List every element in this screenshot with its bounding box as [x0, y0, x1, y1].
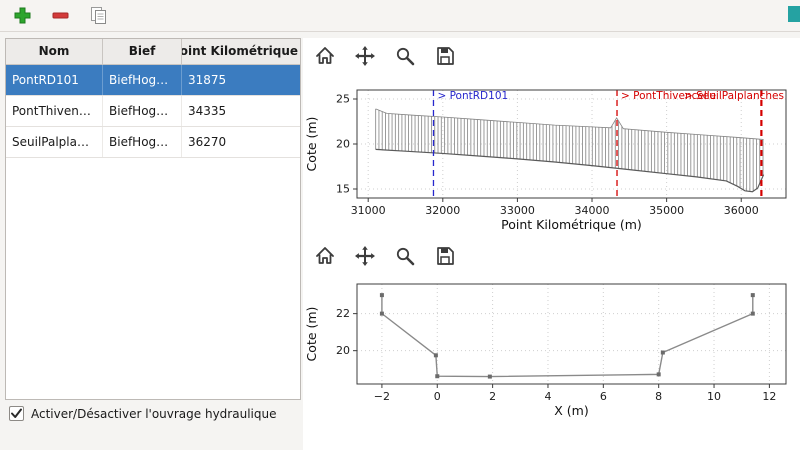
svg-text:> SeuilPalplanches: > SeuilPalplanches: [684, 90, 784, 102]
activate-structure-checkbox[interactable]: [9, 406, 24, 421]
check-mark-icon: [11, 408, 22, 418]
remove-icon: [52, 12, 68, 19]
cross-section-chart-toolbar: [313, 244, 457, 268]
svg-text:> PontRD101: > PontRD101: [437, 90, 508, 102]
table-body: PontRD101 BiefHogneau 31875 PontThivencelle…: [6, 65, 300, 158]
svg-text:8: 8: [655, 390, 662, 403]
cell-pk: 36270: [188, 135, 227, 149]
save-button[interactable]: [433, 44, 457, 68]
profile-chart-toolbar: [313, 44, 457, 68]
table-row[interactable]: PontThivencelle BiefHogneau 34335: [6, 96, 300, 127]
cross-section-chart[interactable]: −2 0 2 4 6 8 10 12 20 22 X (m) Cote (m): [303, 278, 800, 448]
svg-text:31000: 31000: [351, 204, 386, 217]
svg-text:4: 4: [544, 390, 551, 403]
cell-pk: 31875: [188, 73, 227, 87]
svg-text:12: 12: [762, 390, 776, 403]
column-header-nom[interactable]: Nom: [6, 39, 103, 64]
svg-text:25: 25: [336, 93, 350, 106]
main-toolbar: [0, 0, 800, 32]
svg-text:0: 0: [434, 390, 441, 403]
pan-icon: [355, 46, 375, 66]
svg-text:6: 6: [600, 390, 607, 403]
svg-text:Point Kilométrique (m): Point Kilométrique (m): [501, 217, 642, 232]
save-icon: [437, 47, 454, 65]
copy-button[interactable]: [86, 4, 110, 28]
svg-text:32000: 32000: [425, 204, 460, 217]
svg-text:20: 20: [336, 344, 350, 357]
home-button[interactable]: [313, 44, 337, 68]
pan-icon: [355, 246, 375, 266]
checkbox-label: Activer/Désactiver l'ouvrage hydraulique: [31, 406, 277, 421]
svg-text:34000: 34000: [575, 204, 610, 217]
copy-icon: [90, 7, 106, 24]
table-row[interactable]: SeuilPalplanches BiefHogneau 36270: [6, 127, 300, 158]
column-header-bief[interactable]: Bief: [103, 39, 182, 64]
cell-bief: BiefHogneau: [103, 127, 182, 157]
column-header-pk[interactable]: Point Kilométrique: [182, 44, 298, 58]
window-accent-top-right: [788, 6, 800, 22]
cell-nom: SeuilPalplanches: [6, 127, 103, 157]
table-row[interactable]: PontRD101 BiefHogneau 31875: [6, 65, 300, 96]
svg-text:22: 22: [336, 307, 350, 320]
charts-panel: > PontRD101 > PontThivencelle > SeuilPalpl…: [303, 38, 800, 450]
svg-text:Cote (m): Cote (m): [304, 307, 319, 362]
home-icon: [316, 247, 334, 264]
cell-nom: PontThivencelle: [6, 96, 103, 126]
add-icon: [14, 7, 30, 24]
zoom-button[interactable]: [393, 244, 417, 268]
home-icon: [316, 47, 334, 64]
pan-button[interactable]: [353, 244, 377, 268]
cell-nom: PontRD101: [6, 65, 103, 95]
table-header: Nom Bief Point Kilométrique: [6, 39, 300, 65]
svg-text:> PontThivencelle: > PontThivencelle: [621, 90, 716, 102]
svg-text:33000: 33000: [500, 204, 535, 217]
svg-text:15: 15: [336, 183, 350, 196]
home-button[interactable]: [313, 244, 337, 268]
zoom-icon: [396, 47, 415, 66]
cell-bief: BiefHogneau: [103, 96, 182, 126]
svg-text:36000: 36000: [724, 204, 759, 217]
structures-table: Nom Bief Point Kilométrique PontRD101 Bie…: [5, 38, 301, 400]
zoom-icon: [396, 247, 415, 266]
svg-text:X (m): X (m): [554, 403, 588, 418]
svg-text:2: 2: [489, 390, 496, 403]
svg-text:35000: 35000: [649, 204, 684, 217]
svg-text:Cote (m): Cote (m): [304, 117, 319, 172]
cell-bief: BiefHogneau: [103, 65, 182, 95]
add-button[interactable]: [10, 4, 34, 28]
profile-chart[interactable]: > PontRD101 > PontThivencelle> SeuilPalpl…: [303, 72, 800, 242]
save-button[interactable]: [433, 244, 457, 268]
zoom-button[interactable]: [393, 44, 417, 68]
svg-text:20: 20: [336, 138, 350, 151]
svg-text:−2: −2: [374, 390, 390, 403]
cell-pk: 34335: [188, 104, 227, 118]
save-icon: [437, 247, 454, 265]
remove-button[interactable]: [48, 4, 72, 28]
svg-text:10: 10: [707, 390, 721, 403]
activate-structure-checkbox-row[interactable]: Activer/Désactiver l'ouvrage hydraulique: [9, 406, 276, 421]
pan-button[interactable]: [353, 44, 377, 68]
